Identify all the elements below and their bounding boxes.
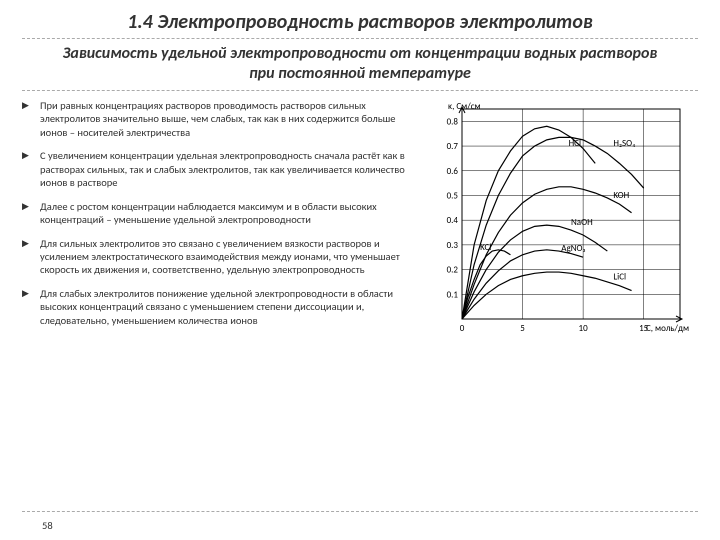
list-item: ▶Для слабых электролитов понижение удель… — [22, 287, 422, 327]
svg-text:0.2: 0.2 — [447, 265, 459, 276]
bullet-list: ▶При равных концентрациях растворов пров… — [22, 99, 422, 341]
svg-text:0: 0 — [460, 323, 465, 334]
svg-text:0.6: 0.6 — [447, 166, 459, 177]
list-item: ▶С увеличением концентрации удельная эле… — [22, 149, 422, 189]
svg-text:KOH: KOH — [613, 190, 629, 201]
bullet-marker: ▶ — [22, 149, 40, 189]
page-title: 1.4 Электропроводность растворов электро… — [22, 10, 698, 39]
svg-text:0.1: 0.1 — [447, 289, 459, 300]
svg-text:NaOH: NaOH — [571, 217, 593, 228]
svg-text:HCl: HCl — [569, 138, 581, 149]
svg-text:5: 5 — [520, 323, 525, 334]
bullet-text: При равных концентрациях растворов прово… — [40, 99, 422, 139]
svg-text:10: 10 — [579, 323, 589, 334]
svg-text:KCl: KCl — [480, 242, 491, 253]
list-item: ▶ Далее с ростом концентрации наблюдаетс… — [22, 200, 422, 227]
page-number: 58 — [42, 519, 53, 532]
svg-text:LiCl: LiCl — [613, 271, 626, 282]
svg-text:AgNO₃: AgNO₃ — [561, 243, 585, 254]
list-item: ▶Для сильных электролитов это связано с … — [22, 237, 422, 277]
bullet-marker: ▶ — [22, 99, 40, 139]
bullet-text: С увеличением концентрации удельная элек… — [40, 149, 422, 189]
bullet-marker: ▶ — [22, 200, 40, 227]
svg-text:H₂SO₄: H₂SO₄ — [613, 138, 635, 149]
bullet-text: Для сильных электролитов это связано с у… — [40, 237, 422, 277]
bullet-text: Для слабых электролитов понижение удельн… — [40, 287, 422, 327]
svg-text:κ, См/см: κ, См/см — [448, 101, 481, 112]
footer-rule — [22, 511, 698, 512]
bullet-marker: ▶ — [22, 287, 40, 327]
svg-text:0.3: 0.3 — [447, 240, 459, 251]
svg-text:0.5: 0.5 — [447, 190, 459, 201]
bullet-text: Далее с ростом концентрации наблюдается … — [40, 200, 422, 227]
conductivity-chart: 0510150.10.20.30.40.50.60.70.8κ, См/смC,… — [430, 101, 690, 341]
svg-text:0.8: 0.8 — [447, 116, 459, 127]
page-subtitle: Зависимость удельной электропроводности … — [22, 41, 698, 91]
bullet-marker: ▶ — [22, 237, 40, 277]
list-item: ▶При равных концентрациях растворов пров… — [22, 99, 422, 139]
svg-text:0.7: 0.7 — [447, 141, 459, 152]
svg-text:0.4: 0.4 — [447, 215, 459, 226]
svg-text:C, моль/дм: C, моль/дм — [646, 323, 689, 334]
